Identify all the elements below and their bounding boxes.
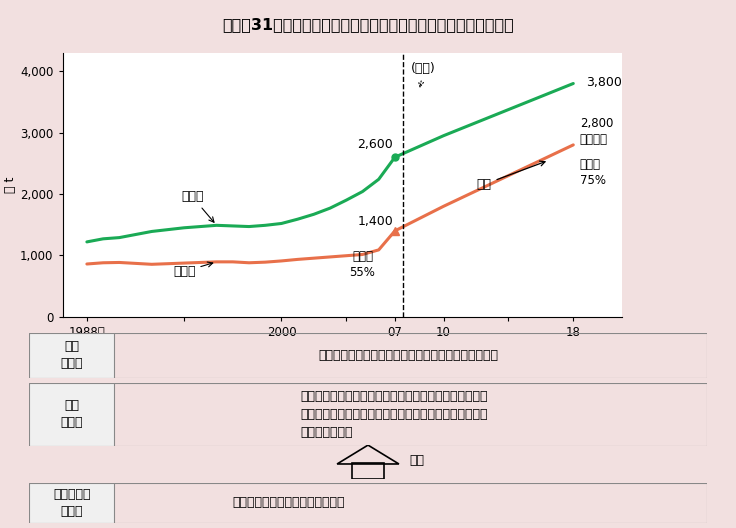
Y-axis label: 万 t: 万 t [4,176,18,193]
Text: 自給率
55%: 自給率 55% [350,250,375,279]
Text: 支援
の内容: 支援 の内容 [60,400,83,429]
Text: 生産量: 生産量 [173,262,213,278]
Text: 2,600: 2,600 [358,138,393,151]
Text: 3,800: 3,800 [587,76,622,89]
Text: 自給率
75%: 自給率 75% [580,158,606,187]
Bar [29,483,114,523]
Text: 農林水産省
の取組: 農林水産省 の取組 [53,488,91,518]
Text: 研究開発、技術開発、人材育成等: 研究開発、技術開発、人材育成等 [233,496,345,510]
Text: 図１－31　アフリカにおける米生産の推移と倍増イニシアティブ: 図１－31 アフリカにおける米生産の推移と倍増イニシアティブ [222,17,514,33]
Text: (予測): (予測) [411,62,436,87]
Text: 支援
対象国: 支援 対象国 [60,340,83,370]
Bar [29,333,114,378]
Text: 連携: 連携 [409,454,424,467]
Bar [352,463,384,479]
Text: 倍増: 倍増 [477,161,545,191]
Text: 米増産可能性等を考慮して、サブサハラ諸国から選定: 米増産可能性等を考慮して、サブサハラ諸国から選定 [319,348,498,362]
Text: 消費量: 消費量 [181,190,214,222]
Text: 国際協力機構や国際農林水産業研究センターを中心に、
アフリカ稲センター等と連携し、品種改良・種子生産、
かんがい整備等: 国際協力機構や国際農林水産業研究センターを中心に、 アフリカ稲センター等と連携し… [300,390,488,439]
Text: 1,400: 1,400 [358,215,393,228]
Bar [29,383,114,446]
Text: 2,800
（目標）: 2,800 （目標） [580,117,613,146]
